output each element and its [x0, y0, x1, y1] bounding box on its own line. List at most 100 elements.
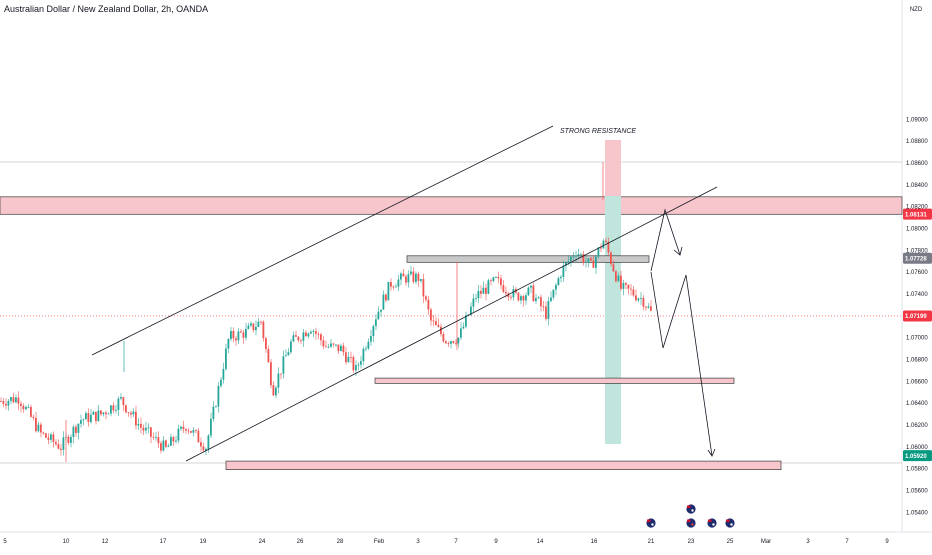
candle-body [177, 428, 180, 441]
strong-resistance-label: STRONG RESISTANCE [560, 128, 636, 135]
x-tick-label: 9 [885, 539, 889, 545]
candle-body [145, 427, 147, 431]
candle-body [100, 410, 102, 415]
candle-body [175, 440, 177, 442]
candle-body [465, 315, 467, 327]
candle-body [612, 264, 615, 272]
y-tick-label: 1.07800 [906, 248, 928, 254]
candle-body [422, 279, 425, 297]
candle-body [390, 282, 392, 287]
candle-body [300, 340, 302, 342]
candle-body [410, 271, 412, 275]
candle-body [270, 362, 272, 386]
candle-body [500, 278, 502, 286]
candle-body [420, 279, 422, 281]
x-tick-label: 12 [102, 539, 109, 545]
candle-body [2, 401, 5, 404]
channel-upper-line[interactable] [91, 125, 554, 356]
candle-body [42, 432, 45, 434]
flag-union [687, 519, 691, 522]
candle-body [155, 437, 157, 438]
candle-body [225, 348, 227, 369]
candle-body [87, 413, 90, 423]
candle-body [437, 325, 440, 327]
candle-body [347, 356, 350, 363]
candle-body [495, 276, 497, 278]
candle-body [540, 297, 542, 307]
take-profit-area[interactable] [605, 196, 621, 444]
y-tick-label: 1.05800 [906, 467, 928, 473]
candle-body [545, 306, 547, 319]
candle-body [382, 294, 385, 310]
candle-body [560, 276, 562, 279]
candle-body [325, 346, 327, 348]
candle-body [610, 252, 612, 265]
candle-body [287, 352, 290, 356]
candle-body [280, 373, 282, 375]
candle-body [45, 433, 47, 438]
candle-body [487, 280, 490, 294]
candle-body [372, 325, 375, 337]
candle-body [215, 406, 217, 408]
y-tick-label: 1.08200 [906, 205, 928, 211]
candle-body [400, 273, 402, 280]
candle-body [102, 412, 105, 415]
candle-body [650, 306, 652, 311]
candle-body [335, 344, 337, 346]
candle-body [542, 306, 545, 308]
candle-body [107, 413, 110, 415]
candle-body [475, 298, 477, 299]
candle-body [620, 275, 622, 289]
support-zone[interactable] [225, 460, 782, 470]
candle-body [227, 339, 230, 349]
y-tick-label: 1.07000 [906, 336, 928, 342]
support-zone[interactable] [374, 377, 735, 384]
candle-body [430, 309, 432, 321]
candle-body [195, 430, 197, 431]
candle-body [25, 406, 27, 410]
flag-star [691, 523, 694, 526]
price-label-text: 1.05920 [905, 454, 927, 460]
projection-path[interactable] [650, 208, 681, 272]
projection-path[interactable] [650, 271, 713, 457]
candle-body [250, 323, 252, 326]
stop-loss-area[interactable] [605, 140, 621, 196]
candle-body [395, 286, 397, 288]
candle-body [507, 293, 510, 297]
candle-body [510, 296, 512, 298]
candle-body [185, 429, 187, 431]
candle-body [62, 437, 65, 450]
x-tick-label: 17 [160, 539, 167, 545]
candle-body [627, 284, 630, 289]
candle-body [397, 279, 400, 287]
candle-body [35, 417, 37, 432]
candle-body [427, 299, 430, 310]
channel-lower-line[interactable] [185, 186, 718, 462]
candle-body [12, 397, 15, 403]
candle-body [72, 426, 75, 437]
candle-body [295, 335, 297, 337]
x-tick-label: 3 [416, 539, 420, 545]
x-tick-label: 14 [537, 539, 544, 545]
candle-body [492, 277, 495, 281]
candle-body [212, 406, 215, 419]
candle-body [582, 254, 585, 263]
y-tick-label: 1.06600 [906, 379, 928, 385]
candle-body [617, 275, 620, 282]
candle-body [447, 343, 450, 345]
resistance-zone[interactable] [0, 196, 903, 215]
flag-union [687, 505, 691, 508]
candle-body [597, 247, 600, 257]
candle-body [207, 435, 210, 449]
candle-body [577, 254, 580, 256]
grey-zone[interactable] [406, 255, 650, 263]
candle-body [197, 430, 200, 443]
candle-body [327, 346, 330, 348]
candle-body [235, 338, 237, 341]
flag-union [647, 519, 651, 522]
candle-body [637, 298, 640, 301]
x-tick-label: 16 [591, 539, 598, 545]
y-tick-label: 1.08600 [906, 161, 928, 167]
